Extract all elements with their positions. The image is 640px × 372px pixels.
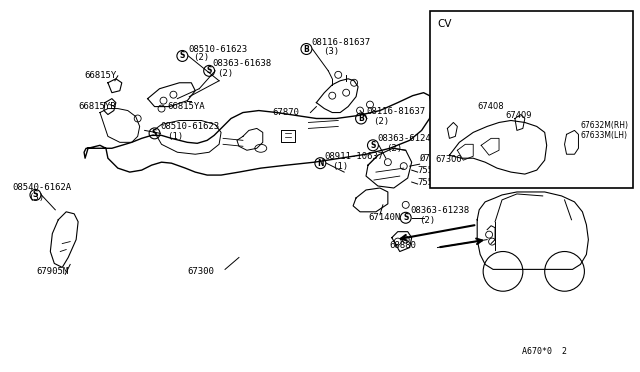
Text: Ø75500H: Ø75500H — [420, 154, 457, 163]
Text: 66815Y: 66815Y — [84, 71, 116, 80]
Text: 67870: 67870 — [273, 108, 300, 117]
Text: (2): (2) — [373, 117, 389, 126]
Text: 08116-81637: 08116-81637 — [366, 107, 425, 116]
Text: 67300: 67300 — [435, 155, 462, 164]
Text: S: S — [152, 129, 157, 138]
Text: S: S — [371, 141, 376, 150]
Text: (2): (2) — [386, 144, 402, 153]
Text: S: S — [180, 51, 185, 61]
Bar — [429, 11, 633, 188]
Text: 08363-61638: 08363-61638 — [212, 60, 271, 68]
Text: B: B — [303, 45, 309, 54]
Text: A670*0  2: A670*0 2 — [522, 347, 567, 356]
Text: 66815YA: 66815YA — [168, 102, 205, 111]
Text: (2): (2) — [217, 69, 233, 78]
Text: (3): (3) — [29, 193, 45, 202]
Text: 66815YB: 66815YB — [78, 102, 116, 111]
Text: 08363-61249: 08363-61249 — [377, 134, 436, 143]
Text: 08510-61623: 08510-61623 — [161, 122, 220, 131]
Text: 68880: 68880 — [390, 241, 417, 250]
Text: 08116-81637: 08116-81637 — [312, 38, 371, 46]
Text: (1): (1) — [332, 162, 348, 171]
Text: 75500H: 75500H — [418, 177, 450, 186]
Text: (2): (2) — [193, 54, 209, 62]
Text: (1): (1) — [168, 132, 184, 141]
Text: N: N — [317, 159, 324, 168]
Text: S: S — [403, 213, 408, 222]
Text: 08363-61238: 08363-61238 — [411, 206, 470, 215]
Text: 67632M(RH): 67632M(RH) — [580, 121, 628, 131]
Text: (2): (2) — [420, 216, 436, 225]
Text: 67300: 67300 — [188, 267, 214, 276]
Text: 67140N: 67140N — [368, 213, 400, 222]
Text: B: B — [358, 114, 364, 123]
Text: 08911-10637: 08911-10637 — [324, 152, 383, 161]
Text: S: S — [207, 66, 212, 76]
Text: 67409: 67409 — [505, 112, 531, 121]
Text: 67633M(LH): 67633M(LH) — [580, 131, 627, 140]
Text: (3): (3) — [323, 48, 339, 57]
Text: 75500M: 75500M — [418, 166, 450, 174]
Text: 67408: 67408 — [477, 102, 504, 110]
Text: 08540-6162A: 08540-6162A — [13, 183, 72, 192]
Text: 08510-61623: 08510-61623 — [188, 45, 248, 54]
Text: S: S — [33, 190, 38, 199]
Text: CV: CV — [438, 19, 452, 29]
Text: 67905M: 67905M — [36, 267, 68, 276]
